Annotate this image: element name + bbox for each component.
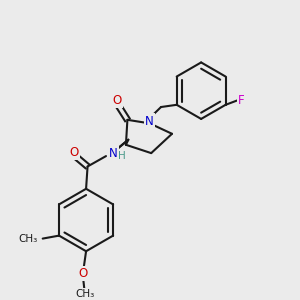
Text: O: O (79, 267, 88, 280)
Text: O: O (70, 146, 79, 159)
Text: N: N (109, 147, 118, 160)
Text: CH₃: CH₃ (75, 289, 94, 299)
Text: F: F (238, 94, 244, 107)
Text: N: N (145, 115, 154, 128)
Text: O: O (112, 94, 122, 107)
Text: CH₃: CH₃ (18, 234, 37, 244)
Text: H: H (118, 151, 125, 161)
